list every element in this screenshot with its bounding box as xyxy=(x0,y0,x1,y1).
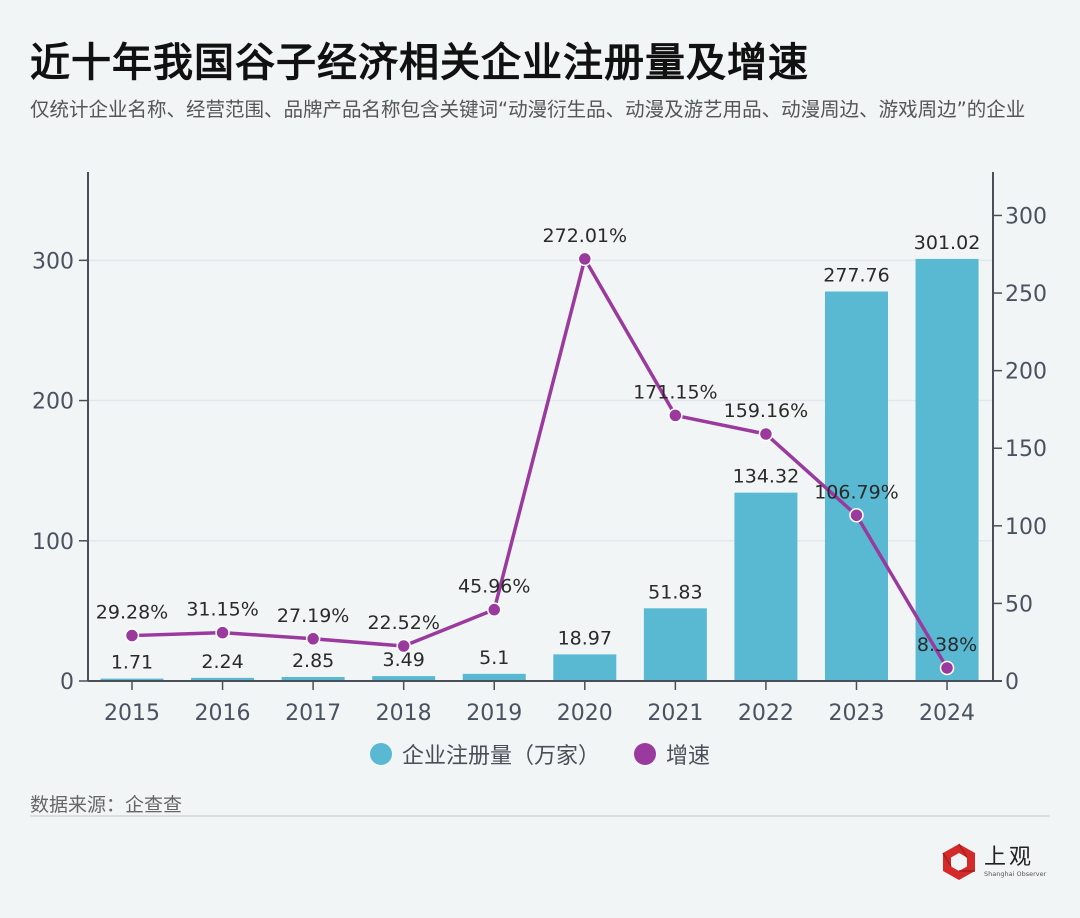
growth-value-label: 22.52% xyxy=(367,612,439,634)
bar-value-label: 3.49 xyxy=(383,649,425,671)
legend-label: 增速 xyxy=(666,744,711,769)
bar xyxy=(643,608,707,681)
growth-line-path xyxy=(131,257,949,669)
bar-value-label: 301.02 xyxy=(914,232,980,254)
growth-value-label: 31.15% xyxy=(186,599,258,621)
right-axis-tick-label: 150 xyxy=(1005,437,1047,462)
growth-point xyxy=(305,631,321,647)
bar-value-label: 51.83 xyxy=(648,581,702,603)
bars xyxy=(100,258,979,681)
bar xyxy=(824,291,888,681)
bar-value-label: 2.24 xyxy=(201,651,243,673)
divider xyxy=(30,815,1050,817)
growth-point xyxy=(939,660,955,676)
right-axis-tick-label: 0 xyxy=(1005,670,1019,695)
logo-chinese: 上观 xyxy=(984,845,1035,870)
legend-label: 企业注册量（万家） xyxy=(401,744,600,769)
growth-point xyxy=(486,602,502,617)
bar-value-label: 5.1 xyxy=(479,647,509,669)
bar-value-label: 1.71 xyxy=(111,652,153,674)
left-axis-tick-label: 300 xyxy=(32,249,74,274)
x-axis-tick-label: 2019 xyxy=(466,701,522,726)
growth-value-label: 27.19% xyxy=(277,605,349,627)
growth-value-label: 272.01% xyxy=(543,225,628,247)
growth-value-label: 171.15% xyxy=(633,381,718,403)
growth-value-label: 45.96% xyxy=(458,576,530,598)
left-axis-tick-label: 100 xyxy=(32,530,74,555)
growth-line xyxy=(124,251,955,676)
growth-point xyxy=(396,638,411,654)
growth-point xyxy=(849,508,864,523)
bar-value-label: 18.97 xyxy=(558,627,612,649)
bar xyxy=(281,677,345,681)
growth-point xyxy=(215,625,230,640)
data-labels: 1.71 2.24 2.85 3.49 5.1 18.97 51.83 134.32 277.7… xyxy=(96,225,981,674)
x-axis-tick-label: 2016 xyxy=(195,701,251,726)
right-axis-tick-label: 50 xyxy=(1005,592,1033,617)
growth-point xyxy=(577,251,593,267)
growth-value-label: 106.79% xyxy=(814,481,899,503)
legend: 企业注册量（万家） 增速 xyxy=(0,738,1080,770)
growth-value-label: 8.38% xyxy=(917,634,977,656)
x-axis-tick-label: 2015 xyxy=(104,701,160,726)
bar-value-label: 2.85 xyxy=(292,650,334,672)
bar xyxy=(100,678,164,681)
x-axis-tick-label: 2020 xyxy=(557,701,613,726)
bar-value-label: 134.32 xyxy=(733,466,799,488)
left-axis-tick-label: 200 xyxy=(32,390,74,415)
data-source: 数据来源：企查查 xyxy=(30,794,183,816)
chart-title: 近十年我国谷子经济相关企业注册量及增速 xyxy=(30,40,809,86)
right-axis-tick-label: 100 xyxy=(1005,515,1047,540)
x-axis-tick-label: 2022 xyxy=(738,701,794,726)
x-axis-tick-label: 2017 xyxy=(285,701,341,726)
legend-item-growth[interactable]: 增速 xyxy=(634,738,710,770)
shanghai-observer-logo: 上观 Shanghai Observer xyxy=(940,843,1046,881)
growth-point xyxy=(758,426,774,442)
growth-point xyxy=(124,628,140,643)
hexagon-logo-icon xyxy=(942,843,975,880)
chart-subtitle: 仅统计企业名称、经营范围、品牌产品名称包含关键词“动漫衍生品、动漫及游艺用品、动… xyxy=(30,98,1026,121)
right-axis-tick-label: 200 xyxy=(1005,360,1047,385)
x-axis-tick-label: 2024 xyxy=(919,701,975,726)
bar xyxy=(191,677,255,681)
growth-value-label: 29.28% xyxy=(96,602,168,624)
bar xyxy=(734,492,798,681)
logo-english: Shanghai Observer xyxy=(984,870,1047,878)
bar xyxy=(372,676,436,681)
right-axis-tick-label: 300 xyxy=(1005,204,1047,229)
axes: 0 100 200 300 0 50 100 150 200 250 300 2015 2016 2017… xyxy=(32,172,1047,726)
bar-value-label: 277.76 xyxy=(823,265,889,287)
bar xyxy=(462,673,526,681)
bar xyxy=(553,654,617,681)
combo-chart: 0 100 200 300 0 50 100 150 200 250 300 2015 2016 2017… xyxy=(32,172,1047,726)
bar xyxy=(915,258,979,681)
legend-line-swatch-icon xyxy=(634,743,656,765)
right-axis-tick-label: 250 xyxy=(1005,282,1047,307)
x-axis-tick-label: 2021 xyxy=(647,701,703,726)
growth-point xyxy=(668,408,683,423)
legend-item-registrations[interactable]: 企业注册量（万家） xyxy=(369,738,600,770)
x-axis-tick-label: 2023 xyxy=(828,701,884,726)
legend-bar-swatch-icon xyxy=(369,743,392,765)
x-axis-tick-label: 2018 xyxy=(376,701,432,726)
growth-value-label: 159.16% xyxy=(724,400,809,422)
left-axis-tick-label: 0 xyxy=(60,670,74,695)
